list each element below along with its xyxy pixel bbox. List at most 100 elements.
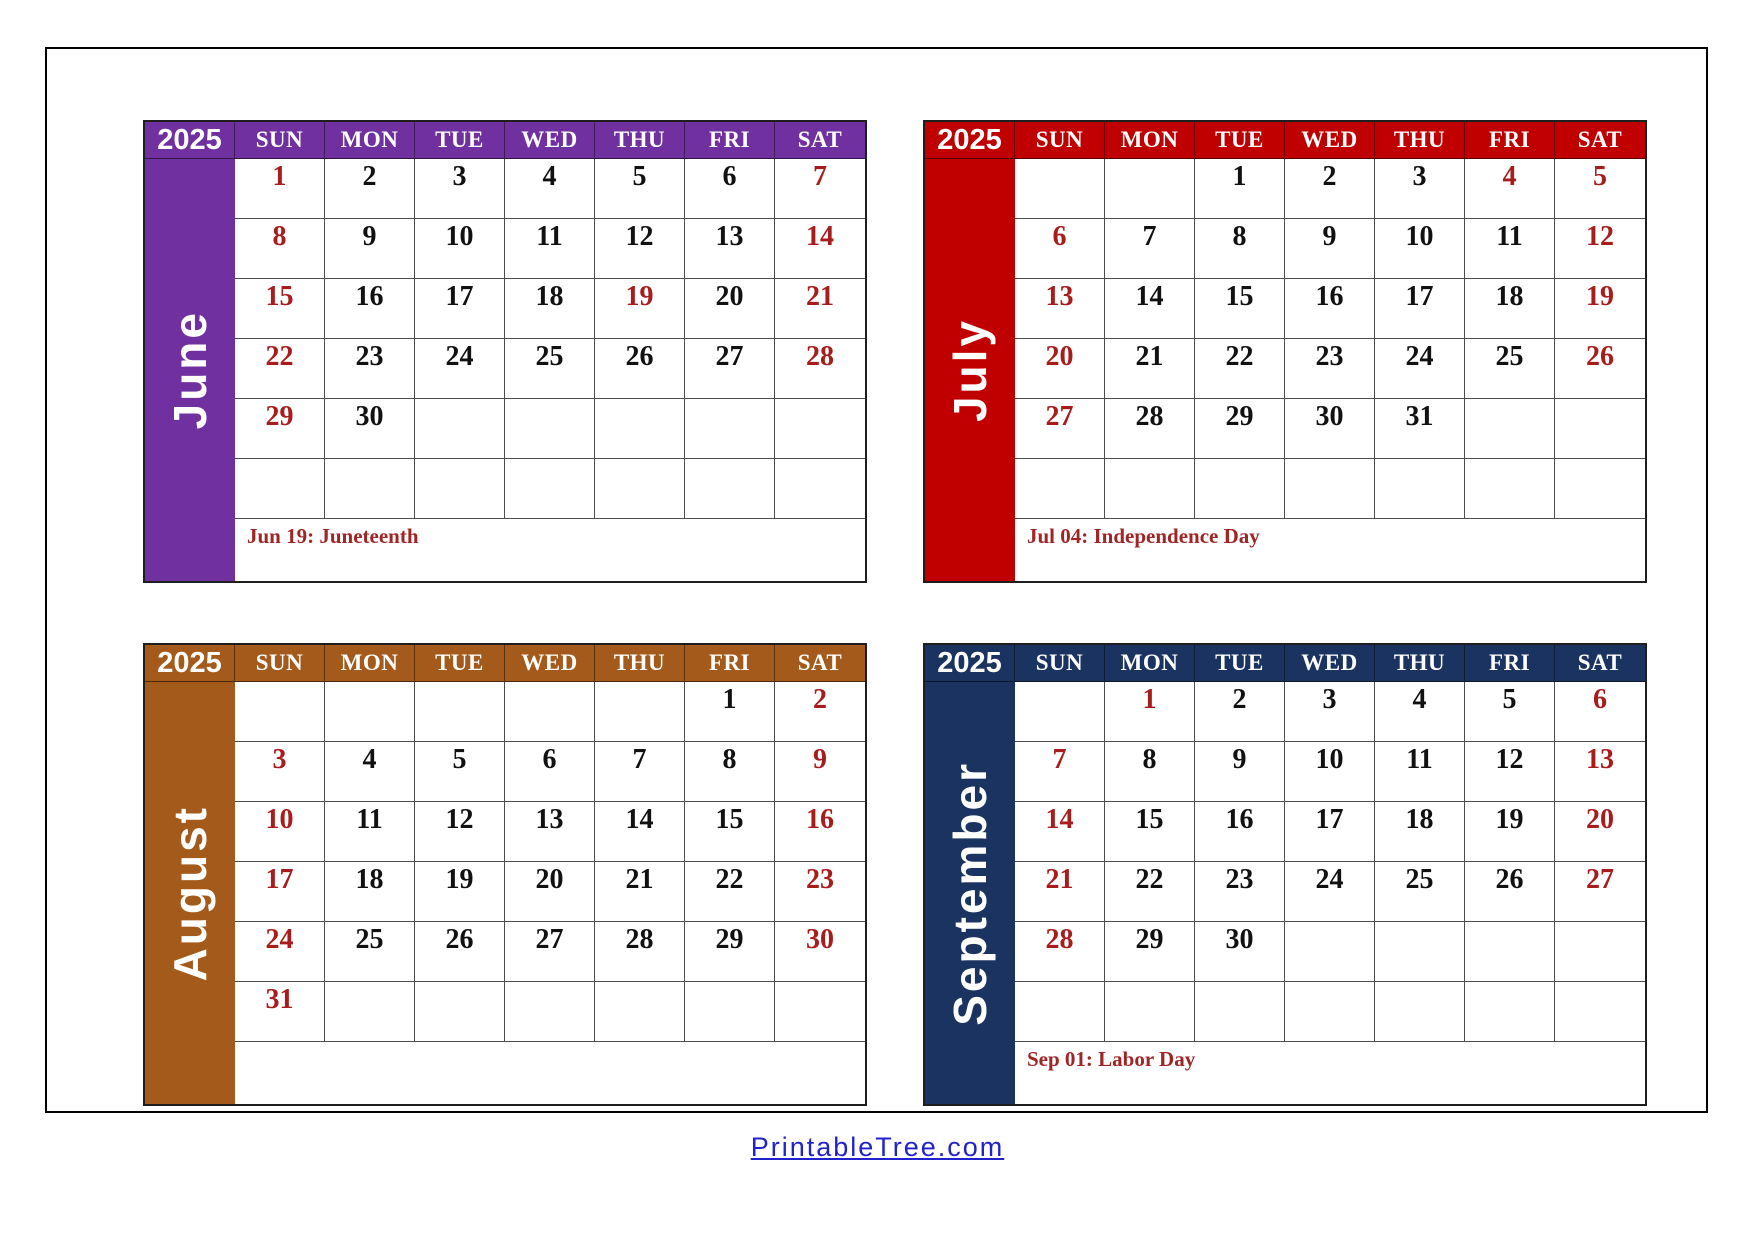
date-cell: 16 — [1195, 802, 1285, 862]
date-cell: 10 — [1285, 742, 1375, 802]
date-cell — [505, 982, 595, 1042]
day-header-sun: SUN — [1015, 645, 1105, 682]
date-cell — [1555, 459, 1645, 519]
date-cell — [1285, 459, 1375, 519]
year-label: 2025 — [925, 122, 1015, 159]
date-cell: 6 — [505, 742, 595, 802]
month-sidebar: June — [145, 159, 235, 581]
date-cell: 17 — [1375, 279, 1465, 339]
date-cell: 10 — [235, 802, 325, 862]
day-header-tue: TUE — [415, 122, 505, 159]
date-cell — [415, 459, 505, 519]
date-grid: 1 2 3 4 5 6 7 8 9 10 11 12 13 14 15 16 17 18 19 20 21 22 23 24 2… — [1015, 682, 1645, 1042]
day-header-thu: THU — [1375, 122, 1465, 159]
day-header-tue: TUE — [1195, 645, 1285, 682]
date-cell: 3 — [1285, 682, 1375, 742]
date-cell: 2 — [325, 159, 415, 219]
date-cell — [415, 982, 505, 1042]
date-cell: 28 — [1015, 922, 1105, 982]
date-cell: 20 — [1015, 339, 1105, 399]
date-cell: 19 — [1555, 279, 1645, 339]
date-cell: 18 — [325, 862, 415, 922]
date-cell — [505, 399, 595, 459]
date-cell: 19 — [415, 862, 505, 922]
date-cell: 10 — [1375, 219, 1465, 279]
date-cell: 20 — [685, 279, 775, 339]
calendar-september: 2025 SUN MON TUE WED THU FRI SAT Septemb… — [923, 643, 1647, 1106]
date-cell: 12 — [1555, 219, 1645, 279]
date-cell — [1105, 459, 1195, 519]
date-cell: 5 — [415, 742, 505, 802]
date-cell: 14 — [1105, 279, 1195, 339]
holiday-note: Jun 19: Juneteenth — [235, 519, 865, 581]
date-cell: 8 — [1105, 742, 1195, 802]
date-cell: 30 — [775, 922, 865, 982]
holiday-note-text: Jun 19: Juneteenth — [247, 524, 419, 548]
date-cell: 4 — [1375, 682, 1465, 742]
date-cell — [685, 399, 775, 459]
date-cell: 6 — [1015, 219, 1105, 279]
date-cell: 7 — [1015, 742, 1105, 802]
day-header-mon: MON — [1105, 122, 1195, 159]
date-cell: 1 — [1105, 682, 1195, 742]
footer-link[interactable]: PrintableTree.com — [750, 1132, 1005, 1162]
date-cell: 16 — [1285, 279, 1375, 339]
date-cell: 24 — [415, 339, 505, 399]
date-cell: 1 — [685, 682, 775, 742]
date-cell: 23 — [1195, 862, 1285, 922]
date-cell: 9 — [1285, 219, 1375, 279]
date-cell: 9 — [325, 219, 415, 279]
day-header-fri: FRI — [1465, 122, 1555, 159]
date-cell: 29 — [685, 922, 775, 982]
month-sidebar: September — [925, 682, 1015, 1104]
date-cell: 25 — [1465, 339, 1555, 399]
day-header-fri: FRI — [1465, 645, 1555, 682]
date-cell — [1555, 922, 1645, 982]
date-cell: 29 — [1195, 399, 1285, 459]
date-cell: 22 — [685, 862, 775, 922]
day-header-tue: TUE — [415, 645, 505, 682]
date-cell — [1285, 982, 1375, 1042]
date-cell: 23 — [775, 862, 865, 922]
calendar-header-row: 2025 SUN MON TUE WED THU FRI SAT — [145, 122, 865, 159]
date-cell — [325, 982, 415, 1042]
date-cell: 27 — [1555, 862, 1645, 922]
month-label: June — [164, 310, 216, 430]
calendar-august: 2025 SUN MON TUE WED THU FRI SAT August … — [143, 643, 867, 1106]
date-cell: 24 — [235, 922, 325, 982]
date-cell — [235, 682, 325, 742]
date-cell: 29 — [1105, 922, 1195, 982]
date-cell: 27 — [685, 339, 775, 399]
day-header-thu: THU — [595, 645, 685, 682]
day-header-fri: FRI — [685, 122, 775, 159]
date-cell — [685, 459, 775, 519]
date-cell: 13 — [685, 219, 775, 279]
date-cell: 26 — [595, 339, 685, 399]
date-cell: 11 — [1375, 742, 1465, 802]
date-cell: 27 — [1015, 399, 1105, 459]
month-label: July — [944, 317, 996, 423]
date-cell: 16 — [775, 802, 865, 862]
month-label: August — [164, 804, 216, 982]
date-cell: 8 — [685, 742, 775, 802]
date-grid: 1 2 3 4 5 6 7 8 9 10 11 12 13 14 15 16 17 18 19 20 21 22 23 24 2… — [1015, 159, 1645, 519]
date-cell — [595, 982, 685, 1042]
date-cell: 24 — [1375, 339, 1465, 399]
date-cell: 10 — [415, 219, 505, 279]
date-cell: 31 — [235, 982, 325, 1042]
date-cell — [775, 399, 865, 459]
date-cell: 26 — [1555, 339, 1645, 399]
date-cell — [595, 399, 685, 459]
date-cell: 11 — [505, 219, 595, 279]
holiday-note: Sep 01: Labor Day — [1015, 1042, 1645, 1104]
date-cell: 26 — [1465, 862, 1555, 922]
date-grid: 1 2 3 4 5 6 7 8 9 10 11 12 13 14 15 16 17 18 19 20 21 22 23 24 2… — [235, 682, 865, 1042]
day-header-wed: WED — [1285, 645, 1375, 682]
date-cell: 23 — [325, 339, 415, 399]
date-cell: 8 — [235, 219, 325, 279]
date-cell: 18 — [1375, 802, 1465, 862]
date-grid: 1 2 3 4 5 6 7 8 9 10 11 12 13 14 15 16 17 18 19 20 21 22 23 24 2… — [235, 159, 865, 519]
date-cell: 8 — [1195, 219, 1285, 279]
date-cell — [505, 682, 595, 742]
